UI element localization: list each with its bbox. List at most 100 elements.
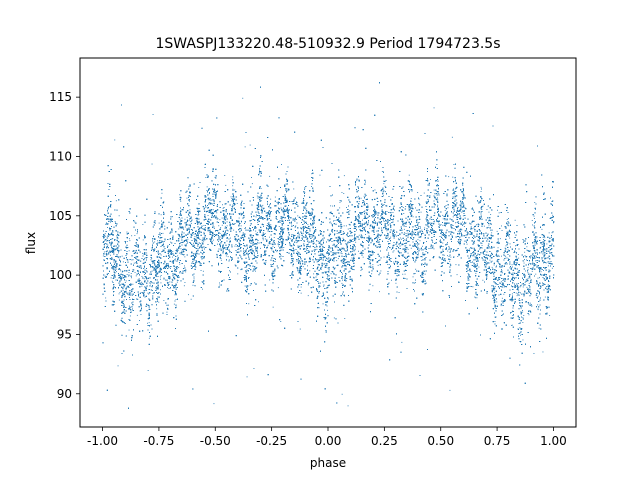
data-point: [269, 175, 271, 177]
data-point: [234, 264, 236, 266]
data-point: [213, 191, 215, 193]
data-point: [152, 267, 154, 269]
data-point: [265, 261, 267, 263]
data-point: [293, 188, 295, 190]
data-point: [543, 250, 545, 252]
data-point: [307, 242, 309, 244]
data-point: [255, 257, 257, 259]
data-point: [141, 284, 142, 285]
data-point: [186, 244, 187, 246]
data-point: [386, 257, 388, 258]
data-point: [143, 278, 145, 280]
data-point: [538, 327, 540, 329]
data-point: [476, 224, 477, 226]
data-point: [200, 270, 202, 271]
data-point: [180, 213, 182, 214]
data-point: [219, 219, 221, 221]
data-point: [260, 247, 261, 249]
data-point: [306, 216, 308, 217]
data-point: [497, 247, 499, 249]
data-point: [442, 224, 444, 226]
data-point: [355, 241, 357, 243]
data-point: [208, 193, 210, 195]
data-point: [256, 267, 258, 269]
data-point: [271, 273, 273, 275]
data-point: [157, 242, 159, 244]
data-point: [538, 260, 540, 262]
data-point: [234, 198, 235, 200]
data-point: [153, 260, 155, 261]
data-point: [300, 286, 302, 288]
data-point: [431, 232, 433, 234]
data-point: [302, 217, 304, 218]
data-point: [287, 228, 288, 229]
data-point: [447, 242, 448, 243]
data-point: [456, 222, 458, 223]
data-point: [535, 208, 536, 210]
data-point: [200, 251, 201, 253]
data-point: [307, 238, 309, 240]
data-point: [484, 289, 485, 290]
data-point: [125, 280, 127, 282]
data-point: [449, 260, 451, 262]
data-point: [228, 244, 230, 246]
data-point: [234, 189, 236, 191]
data-point: [303, 241, 305, 242]
data-point: [336, 244, 338, 246]
data-point: [300, 292, 302, 294]
data-point: [404, 239, 406, 241]
data-point: [458, 253, 460, 255]
data-point: [377, 235, 378, 237]
data-point: [190, 298, 192, 300]
data-point: [216, 212, 218, 214]
data-point: [464, 207, 466, 209]
data-point: [130, 284, 132, 286]
data-point: [386, 261, 388, 263]
data-point: [228, 259, 230, 261]
data-point: [482, 251, 484, 252]
data-point: [170, 222, 172, 224]
data-point: [267, 226, 269, 227]
data-point: [419, 228, 421, 229]
data-point: [379, 291, 380, 293]
data-point: [304, 191, 306, 193]
data-point: [144, 274, 145, 275]
data-point: [444, 225, 446, 227]
data-point: [141, 276, 143, 277]
data-point: [374, 212, 375, 214]
data-point: [232, 176, 234, 178]
data-point: [406, 238, 408, 240]
data-point: [476, 255, 477, 257]
data-point: [535, 255, 537, 257]
data-point: [525, 278, 527, 280]
data-point: [361, 252, 363, 254]
data-point: [166, 281, 168, 283]
data-point: [341, 253, 343, 255]
data-point: [218, 225, 220, 227]
data-point: [315, 243, 317, 245]
data-point: [378, 237, 380, 239]
data-point: [346, 250, 348, 252]
data-point: [103, 259, 105, 261]
data-point: [275, 224, 277, 226]
data-point: [498, 212, 500, 214]
data-point: [334, 282, 336, 283]
data-point: [387, 233, 388, 235]
data-point: [273, 240, 275, 241]
data-point: [221, 217, 223, 219]
data-point: [390, 214, 392, 215]
data-point: [414, 282, 416, 283]
data-point: [343, 225, 345, 227]
data-point: [430, 179, 431, 180]
data-point: [494, 286, 496, 287]
data-point: [323, 285, 325, 287]
data-point: [173, 267, 175, 269]
data-point: [280, 207, 282, 209]
data-point: [112, 238, 114, 239]
data-point: [144, 236, 146, 238]
data-point: [372, 264, 374, 266]
data-point: [205, 177, 207, 178]
data-point: [360, 244, 361, 246]
data-point: [117, 237, 119, 239]
data-point: [248, 303, 250, 305]
